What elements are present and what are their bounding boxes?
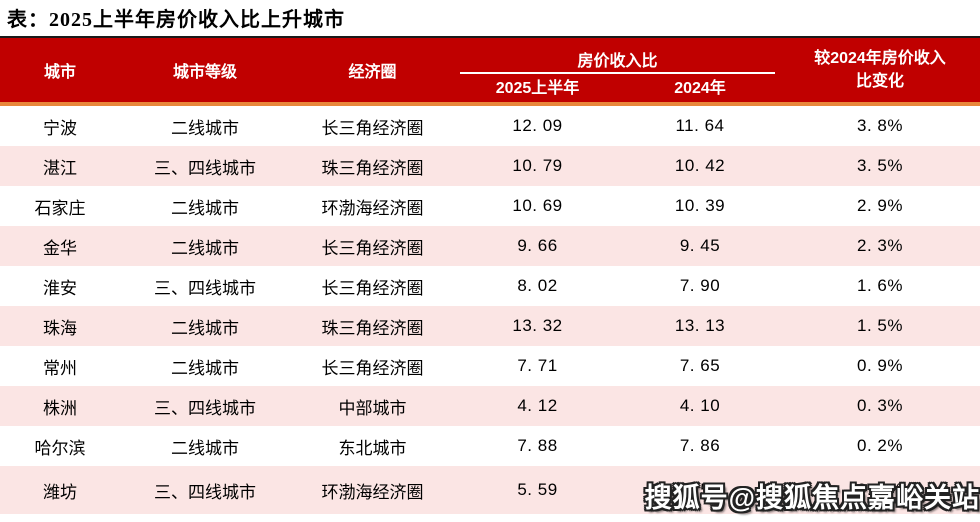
cell-ratio-2025h1: 5. 59: [517, 480, 558, 499]
cell-economic-zone: 环渤海经济圈: [321, 482, 424, 502]
table-row: 常州 二线城市 长三角经济圈 7. 71 7. 65 0. 9%: [0, 346, 980, 386]
cell-change: 2. 9%: [857, 196, 903, 215]
cell-economic-zone: 东北城市: [338, 438, 407, 458]
cell-ratio-2024: 7. 86: [679, 436, 721, 455]
cell-change: 0. 9%: [857, 356, 903, 375]
cell-city-tier: 二线城市: [171, 238, 239, 258]
table-row: 湛江 三、四线城市 珠三角经济圈 10. 79 10. 42 3. 5%: [0, 146, 980, 186]
cell-ratio-2025h1: 13. 32: [512, 316, 563, 335]
cell-ratio-2025h1: 7. 71: [517, 356, 558, 375]
header-change-line2: 比变化: [855, 73, 904, 90]
cell-city: 石家庄: [34, 198, 86, 218]
cell-ratio-2024: 7. 65: [679, 356, 721, 375]
cell-ratio-2025h1: 10. 79: [512, 156, 563, 175]
table-row: 宁波 二线城市 长三角经济圈 12. 09 11. 64 3. 8%: [0, 106, 980, 146]
cell-ratio-2025h1: 8. 02: [517, 276, 558, 295]
table-body: 宁波 二线城市 长三角经济圈 12. 09 11. 64 3. 8% 湛江 三、…: [0, 106, 980, 514]
cell-ratio-2025h1: 4. 12: [517, 396, 558, 415]
cell-economic-zone: 长三角经济圈: [321, 118, 424, 138]
cell-city-tier: 三、四线城市: [154, 158, 256, 178]
table-row: 潍坊 三、四线城市 环渤海经济圈 5. 59 5. 58 0. 2%: [0, 466, 980, 514]
cell-city-tier: 二线城市: [171, 438, 239, 458]
table-row: 哈尔滨 二线城市 东北城市 7. 88 7. 86 0. 2%: [0, 426, 980, 466]
cell-city-tier: 三、四线城市: [154, 398, 256, 418]
cell-economic-zone: 长三角经济圈: [321, 278, 424, 298]
cell-change: 2. 3%: [857, 236, 903, 255]
cell-economic-zone: 珠三角经济圈: [321, 318, 424, 338]
cell-city-tier: 二线城市: [171, 358, 239, 378]
cell-ratio-2024: 4. 10: [679, 396, 721, 415]
cell-ratio-2025h1: 12. 09: [512, 116, 563, 135]
cell-ratio-2025h1: 10. 69: [512, 196, 563, 215]
table-row: 石家庄 二线城市 环渤海经济圈 10. 69 10. 39 2. 9%: [0, 186, 980, 226]
header-city: 城市: [43, 64, 76, 81]
header-2025-h1: 2025上半年: [495, 80, 580, 97]
header-zone: 经济圈: [348, 64, 397, 81]
cell-city: 哈尔滨: [34, 438, 86, 458]
header-change-line1: 较2024年房价收入: [814, 49, 946, 67]
cell-change: 3. 5%: [857, 156, 903, 175]
cell-city: 金华: [43, 238, 77, 258]
cell-ratio-2024: 10. 39: [674, 196, 726, 215]
cell-economic-zone: 长三角经济圈: [321, 238, 424, 258]
cell-ratio-2024: 13. 13: [674, 316, 726, 335]
cell-city-tier: 二线城市: [171, 118, 239, 138]
cell-city: 湛江: [43, 158, 77, 178]
cell-change: 3. 8%: [857, 116, 903, 135]
cell-ratio-2024: 5. 58: [679, 480, 721, 499]
cell-ratio-2025h1: 9. 66: [517, 236, 558, 255]
table-header: 城市 城市等级 经济圈 房价收入比 2025上半年 2024年 较2024年房价…: [0, 36, 980, 106]
cell-city-tier: 三、四线城市: [154, 278, 256, 298]
cell-city-tier: 二线城市: [171, 198, 239, 218]
cell-economic-zone: 中部城市: [338, 398, 407, 418]
table-row: 株洲 三、四线城市 中部城市 4. 12 4. 10 0. 3%: [0, 386, 980, 426]
watermark-sohu: 搜狐号@搜狐焦点嘉峪关站: [644, 483, 980, 513]
cell-city: 株洲: [43, 398, 77, 418]
header-change-vs-2024: 较2024年房价收入 比变化: [780, 38, 980, 102]
cell-ratio-2024: 11. 64: [675, 116, 725, 135]
header-tier: 城市等级: [172, 64, 237, 81]
table-row: 珠海 二线城市 珠三角经济圈 13. 32 13. 13 1. 5%: [0, 306, 980, 346]
cell-change: 0. 2%: [857, 480, 903, 499]
cell-city-tier: 三、四线城市: [154, 482, 256, 502]
cell-city: 潍坊: [43, 482, 77, 502]
cell-change: 0. 3%: [857, 396, 903, 415]
header-2024: 2024年: [674, 80, 726, 97]
cell-city: 常州: [43, 358, 77, 378]
data-table: 城市 城市等级 经济圈 房价收入比 2025上半年 2024年 较2024年房价…: [0, 36, 980, 514]
cell-city: 珠海: [43, 318, 77, 338]
cell-ratio-2025h1: 7. 88: [517, 436, 558, 455]
cell-economic-zone: 珠三角经济圈: [321, 158, 424, 178]
cell-change: 0. 2%: [857, 436, 903, 455]
cell-city: 宁波: [43, 118, 77, 138]
cell-ratio-2024: 7. 90: [679, 276, 721, 295]
cell-ratio-2024: 10. 42: [674, 156, 726, 175]
cell-city: 淮安: [43, 278, 77, 298]
header-group-price-income-ratio: 房价收入比: [460, 38, 775, 74]
cell-economic-zone: 长三角经济圈: [321, 358, 424, 378]
cell-city-tier: 二线城市: [171, 318, 239, 338]
cell-change: 1. 5%: [857, 316, 903, 335]
table-row: 金华 二线城市 长三角经济圈 9. 66 9. 45 2. 3%: [0, 226, 980, 266]
cell-economic-zone: 环渤海经济圈: [321, 198, 424, 218]
cell-change: 1. 6%: [857, 276, 903, 295]
cell-ratio-2024: 9. 45: [679, 236, 721, 255]
table-row: 淮安 三、四线城市 长三角经济圈 8. 02 7. 90 1. 6%: [0, 266, 980, 306]
figure-title: 表：2025上半年房价收入比上升城市: [7, 9, 345, 31]
